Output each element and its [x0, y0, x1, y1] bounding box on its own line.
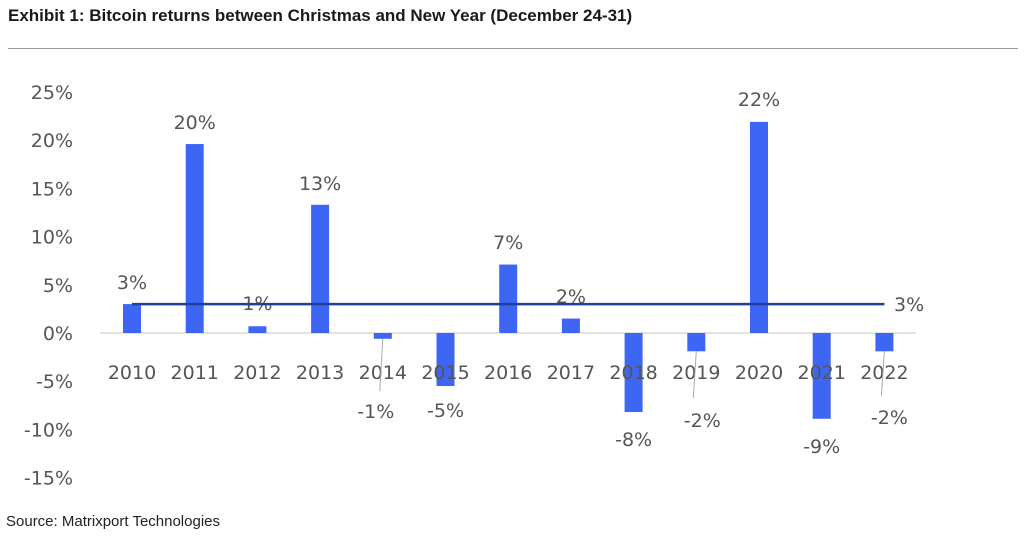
y-tick-label: 20%: [31, 130, 73, 152]
bar-2012: [248, 326, 267, 333]
bar-2016: [499, 264, 518, 333]
data-label: -2%: [684, 410, 721, 432]
x-tick-label: 2016: [484, 362, 532, 384]
x-tick-label: 2014: [359, 362, 407, 384]
leader-line: [692, 350, 697, 399]
y-tick-label: -10%: [24, 419, 73, 441]
y-tick-label: 5%: [43, 275, 73, 297]
bar-2014: [373, 333, 392, 339]
data-label: -9%: [803, 436, 840, 458]
bar-2020: [750, 121, 768, 333]
y-tick-label: -5%: [36, 371, 73, 393]
leader-line: [880, 350, 885, 397]
x-tick-label: 2021: [798, 362, 846, 384]
data-label: -8%: [615, 429, 652, 451]
chart-title: Exhibit 1: Bitcoin returns between Chris…: [8, 6, 633, 25]
data-label: -1%: [357, 401, 394, 423]
data-label: -2%: [871, 407, 908, 429]
leader-line: [379, 338, 384, 392]
x-tick-label: 2020: [735, 362, 783, 384]
y-tick-label: 25%: [31, 82, 73, 104]
data-label: 22%: [738, 89, 780, 111]
y-tick-label: 10%: [31, 227, 73, 249]
x-tick-label: 2013: [296, 362, 344, 384]
x-tick-label: 2017: [547, 362, 595, 384]
bar-2010: [123, 304, 141, 333]
bar-2021: [812, 333, 831, 419]
x-tick-label: 2011: [171, 362, 219, 384]
x-tick-label: 2018: [609, 362, 657, 384]
bar-2011: [185, 144, 204, 333]
data-label: 13%: [299, 173, 341, 195]
bar-2017: [561, 318, 580, 333]
data-label: 7%: [493, 232, 523, 254]
bar-2022: [875, 333, 894, 352]
source-note: Source: Matrixport Technologies: [6, 513, 220, 530]
y-tick-label: 15%: [31, 178, 73, 200]
x-tick-label: 2010: [108, 362, 156, 384]
bar-2013: [311, 204, 330, 333]
bar-2018: [624, 333, 643, 413]
y-tick-label: 0%: [43, 323, 73, 345]
data-label: -5%: [427, 400, 464, 422]
average-label: 3%: [894, 294, 924, 316]
data-label: 3%: [117, 272, 147, 294]
bar-2015: [436, 333, 455, 387]
x-tick-label: 2015: [421, 362, 469, 384]
x-tick-label: 2022: [860, 362, 908, 384]
bar-2019: [687, 333, 706, 352]
x-tick-label: 2019: [672, 362, 720, 384]
data-label: 20%: [174, 112, 216, 134]
data-label: 2%: [556, 286, 586, 308]
y-tick-label: -15%: [24, 468, 73, 490]
title-divider: [8, 48, 1018, 49]
x-tick-label: 2012: [233, 362, 281, 384]
